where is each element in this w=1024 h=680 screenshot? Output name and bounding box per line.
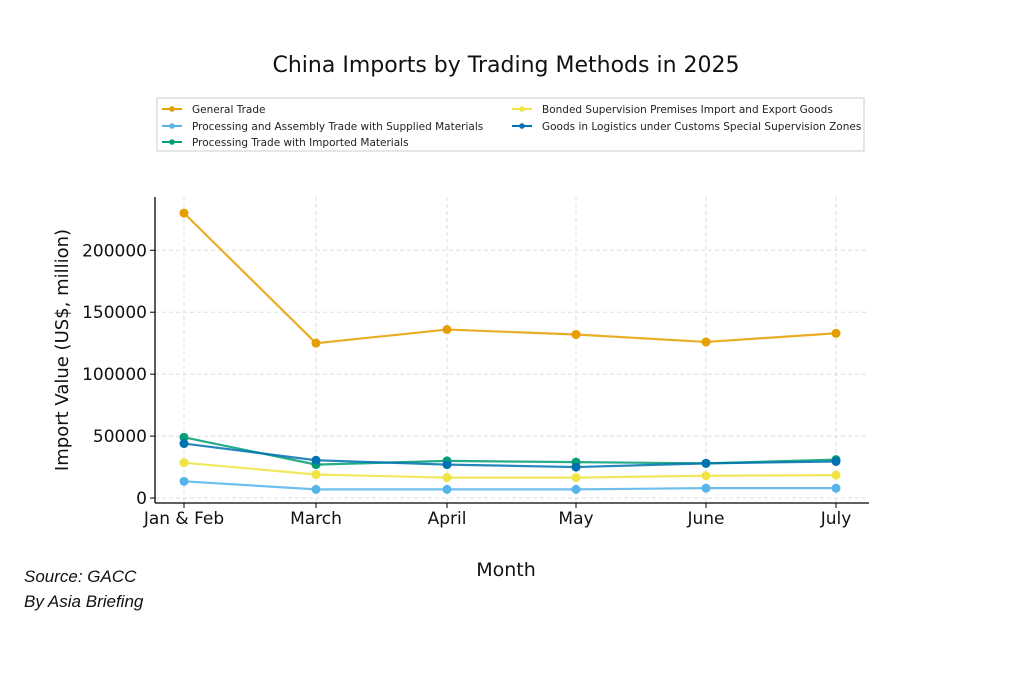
data-point <box>179 439 189 449</box>
y-axis-label: Import Value (US$, million) <box>52 229 73 471</box>
series-3 <box>179 458 841 483</box>
legend-box <box>156 97 865 152</box>
x-tick-label: April <box>428 509 467 529</box>
data-point <box>442 460 452 470</box>
legend-marker <box>169 139 175 145</box>
x-tick-label: June <box>686 509 724 529</box>
data-point <box>571 330 581 340</box>
legend-marker <box>169 123 175 129</box>
legend-label: Processing Trade with Imported Materials <box>192 137 409 149</box>
data-point <box>311 455 321 465</box>
series-0 <box>179 208 841 348</box>
data-point <box>831 328 841 338</box>
data-point <box>831 483 841 493</box>
y-tick-label: 50000 <box>93 427 147 447</box>
data-point <box>179 458 189 468</box>
legend-marker <box>169 106 175 112</box>
data-point <box>831 470 841 480</box>
data-point <box>179 432 189 442</box>
legend-label: Processing and Assembly Trade with Suppl… <box>192 121 483 133</box>
credit-note: By Asia Briefing <box>24 592 144 611</box>
data-point <box>571 462 581 472</box>
y-tick-label: 150000 <box>82 303 147 323</box>
data-point <box>311 484 321 494</box>
data-point <box>179 476 189 486</box>
data-point <box>701 483 711 493</box>
x-tick-label: July <box>820 509 852 529</box>
y-tick-label: 0 <box>136 489 147 509</box>
data-point <box>831 456 841 466</box>
legend-item: Bonded Supervision Premises Import and E… <box>512 104 833 116</box>
legend-marker <box>519 123 525 129</box>
chart-title: China Imports by Trading Methods in 2025 <box>273 53 740 78</box>
y-tick-label: 100000 <box>82 365 147 385</box>
series-line <box>183 480 836 491</box>
series-line <box>183 461 837 479</box>
series-line <box>183 436 837 466</box>
axes: 0 50000 100000 150000 200000 Jan & Feb March Ap… <box>82 197 869 529</box>
data-point <box>442 484 452 494</box>
x-tick-label: Jan & Feb <box>143 509 224 529</box>
legend-item: Goods in Logistics under Customs Special… <box>512 121 861 133</box>
data-point <box>701 337 711 347</box>
data-point <box>311 470 321 480</box>
data-point <box>442 473 452 483</box>
series-group <box>179 208 841 494</box>
data-point <box>701 471 711 481</box>
series-line <box>183 442 837 469</box>
legend-marker <box>519 106 525 112</box>
data-point <box>179 208 189 218</box>
data-point <box>571 473 581 483</box>
x-axis-label: Month <box>476 559 536 581</box>
legend: General Trade Processing and Assembly Tra… <box>156 97 865 152</box>
y-tick-label: 200000 <box>82 241 147 261</box>
legend-label: Goods in Logistics under Customs Special… <box>542 121 861 133</box>
x-tick-label: March <box>290 509 342 529</box>
series-4 <box>179 439 841 472</box>
legend-item: Processing Trade with Imported Materials <box>162 137 409 149</box>
data-point <box>701 458 711 468</box>
legend-item: General Trade <box>162 104 265 116</box>
series-line <box>183 212 837 345</box>
grid <box>155 197 869 503</box>
source-note: Source: GACC <box>24 567 137 586</box>
series-1 <box>179 476 841 494</box>
data-point <box>571 484 581 494</box>
data-point <box>442 325 452 335</box>
data-point <box>311 338 321 348</box>
legend-item: Processing and Assembly Trade with Suppl… <box>162 121 483 133</box>
legend-label: Bonded Supervision Premises Import and E… <box>542 104 833 116</box>
legend-label: General Trade <box>192 104 265 116</box>
x-tick-label: May <box>558 509 593 529</box>
